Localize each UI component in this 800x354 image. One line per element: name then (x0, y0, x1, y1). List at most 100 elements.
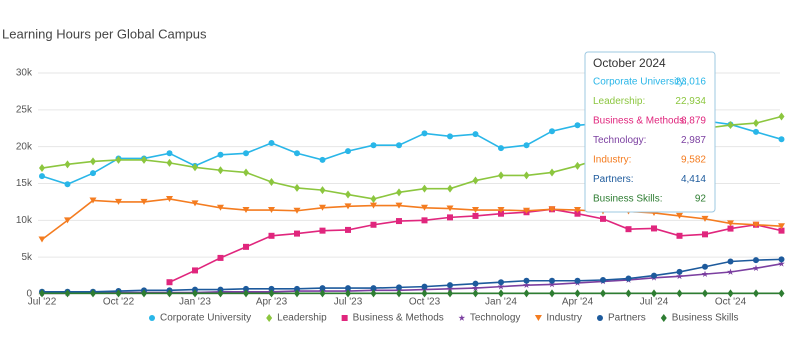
marker (472, 176, 479, 185)
marker (319, 156, 326, 163)
marker (702, 231, 708, 238)
legend-item: Technology (458, 313, 520, 324)
marker (472, 284, 479, 291)
marker (752, 264, 760, 272)
tooltip-label: Technology: (593, 135, 646, 146)
tooltip-value: 9,582 (681, 155, 706, 166)
marker (319, 186, 326, 195)
legend-label: Industry (546, 313, 582, 324)
tooltip-value: 23,016 (675, 77, 706, 88)
marker (596, 315, 603, 321)
marker (370, 142, 377, 149)
marker (549, 128, 555, 135)
tooltip-box (584, 51, 716, 213)
marker (370, 194, 377, 203)
marker (115, 155, 122, 164)
marker (660, 314, 667, 322)
marker (534, 315, 542, 321)
marker (727, 225, 734, 232)
marker (345, 289, 351, 298)
marker (39, 173, 45, 180)
y-tick-label: 15k (16, 178, 33, 189)
tooltip-label: Leadership: (593, 96, 645, 107)
marker (268, 232, 275, 239)
marker (549, 168, 555, 177)
marker (549, 277, 555, 284)
legend-item: Corporate University (149, 313, 251, 324)
marker (625, 226, 632, 233)
marker (319, 285, 326, 292)
tooltip-value: 22,934 (675, 96, 706, 107)
marker (294, 150, 300, 157)
chart-title: Learning Hours per Global Campus (2, 26, 207, 41)
marker (651, 225, 657, 232)
tooltip-label: Industry: (593, 155, 631, 166)
marker (268, 139, 275, 146)
marker (294, 183, 300, 192)
marker (319, 227, 326, 234)
marker (243, 285, 249, 292)
marker (727, 289, 734, 298)
x-tick-label: Jul '24 (640, 297, 669, 308)
marker (141, 155, 147, 164)
legend-item: Industry (534, 313, 582, 324)
series-line (42, 258, 782, 293)
marker (319, 204, 326, 211)
marker (523, 142, 530, 149)
x-tick-label: Oct '24 (715, 297, 747, 308)
marker (64, 181, 71, 188)
marker (472, 289, 479, 298)
marker (472, 207, 479, 214)
tooltip-title: October 2024 (593, 56, 666, 70)
marker (217, 254, 224, 261)
marker (753, 119, 759, 128)
marker (497, 283, 505, 290)
y-tick-label: 0 (26, 289, 32, 300)
marker (319, 289, 326, 298)
marker (523, 171, 530, 180)
marker (702, 289, 708, 298)
marker (574, 161, 581, 170)
tooltip-label: Partners: (593, 174, 634, 185)
marker (600, 277, 606, 284)
marker (396, 284, 402, 291)
marker (676, 232, 683, 239)
marker (421, 130, 428, 137)
x-tick-label: Oct '22 (103, 297, 135, 308)
marker (727, 258, 734, 265)
marker (498, 171, 504, 180)
legend-label: Technology (470, 313, 521, 324)
marker (498, 145, 504, 152)
marker (446, 285, 454, 292)
marker (370, 202, 377, 209)
legend-label: Partners (608, 313, 646, 324)
marker (574, 207, 581, 214)
series-line (41, 198, 782, 241)
marker (778, 112, 785, 121)
marker (243, 168, 249, 177)
marker (778, 260, 785, 267)
marker (345, 190, 351, 199)
marker (600, 215, 606, 222)
marker (447, 133, 453, 140)
marker (752, 221, 760, 228)
legend-label: Corporate University (160, 313, 251, 324)
marker (396, 188, 402, 197)
marker (498, 210, 504, 217)
tooltip-label: Business & Methods: (593, 116, 687, 127)
marker (243, 150, 249, 157)
marker (523, 277, 530, 284)
legend-item: Business Skills (660, 313, 738, 324)
marker (625, 289, 632, 298)
series-line (42, 263, 782, 295)
marker (115, 198, 122, 205)
marker (396, 218, 402, 225)
marker (727, 121, 734, 130)
marker (294, 285, 300, 292)
marker (778, 227, 785, 234)
marker (421, 283, 428, 290)
marker (396, 142, 402, 149)
x-tick-label: Jul '22 (28, 297, 57, 308)
marker (217, 204, 224, 211)
marker (166, 150, 173, 157)
